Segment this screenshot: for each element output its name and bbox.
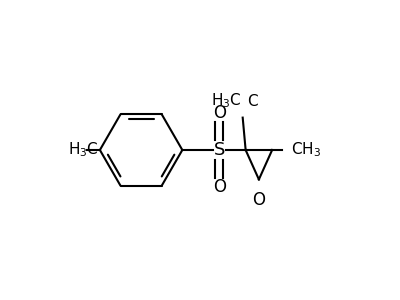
Text: O: O [213,178,226,196]
Text: O: O [252,190,265,208]
Text: C: C [247,94,258,110]
Text: CH$_3$: CH$_3$ [291,141,322,159]
Text: O: O [213,104,226,122]
Text: S: S [214,141,225,159]
Text: H$_3$C: H$_3$C [68,141,98,159]
Text: H$_3$C: H$_3$C [210,92,241,110]
